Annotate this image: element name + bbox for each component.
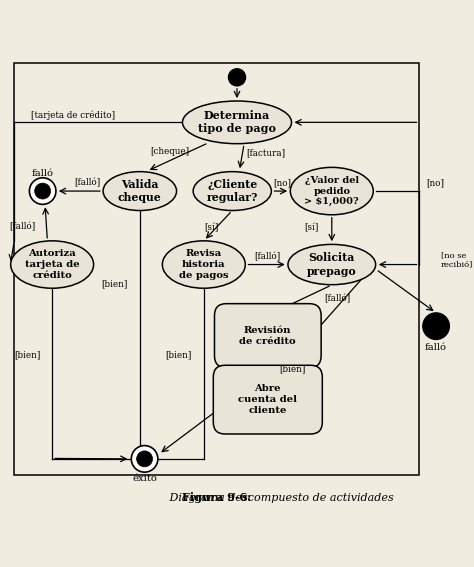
Text: [sí]: [sí] bbox=[304, 223, 319, 232]
Text: Autoriza
tarjeta de
crédito: Autoriza tarjeta de crédito bbox=[25, 249, 80, 280]
Ellipse shape bbox=[11, 241, 93, 288]
Text: [bien]: [bien] bbox=[101, 279, 128, 288]
Text: [bien]: [bien] bbox=[165, 350, 192, 359]
Text: falló: falló bbox=[32, 168, 54, 177]
Ellipse shape bbox=[162, 241, 246, 288]
Text: [falló]: [falló] bbox=[9, 222, 36, 231]
Circle shape bbox=[35, 183, 51, 199]
Text: [no]: [no] bbox=[273, 178, 291, 187]
Text: [no]: [no] bbox=[427, 178, 445, 187]
Text: ¿Cliente
regular?: ¿Cliente regular? bbox=[207, 179, 258, 203]
Text: Figura 9-6:: Figura 9-6: bbox=[182, 492, 252, 503]
Circle shape bbox=[228, 69, 246, 86]
Circle shape bbox=[137, 451, 153, 467]
Circle shape bbox=[29, 178, 56, 204]
Ellipse shape bbox=[290, 167, 373, 215]
Text: [sí]: [sí] bbox=[205, 223, 219, 232]
Text: [tarjeta de crédito]: [tarjeta de crédito] bbox=[31, 111, 116, 120]
Text: éxito: éxito bbox=[132, 474, 157, 483]
Ellipse shape bbox=[103, 172, 176, 210]
Text: [factura]: [factura] bbox=[246, 149, 285, 158]
Text: Abre
cuenta del
cliente: Abre cuenta del cliente bbox=[238, 384, 297, 415]
Text: Determina
tipo de pago: Determina tipo de pago bbox=[198, 110, 276, 134]
Text: ¿Valor del
pedido
> $1,000?: ¿Valor del pedido > $1,000? bbox=[304, 176, 359, 206]
Text: [falló]: [falló] bbox=[325, 294, 351, 304]
FancyBboxPatch shape bbox=[213, 365, 322, 434]
Text: falló: falló bbox=[425, 343, 447, 352]
Text: Solicita
prepago: Solicita prepago bbox=[307, 252, 356, 277]
Circle shape bbox=[131, 446, 158, 472]
Text: [bien]: [bien] bbox=[280, 365, 306, 373]
Text: Revisa
historia
de pagos: Revisa historia de pagos bbox=[179, 249, 228, 280]
Text: [no se
recibió]: [no se recibió] bbox=[441, 251, 473, 268]
Text: [falló]: [falló] bbox=[74, 178, 101, 187]
Text: Revisión
de crédito: Revisión de crédito bbox=[239, 326, 296, 345]
Text: [falló]: [falló] bbox=[255, 252, 281, 261]
Text: [cheque]: [cheque] bbox=[150, 147, 189, 156]
Text: Diagrama descompuesto de actividades: Diagrama descompuesto de actividades bbox=[166, 493, 393, 503]
Ellipse shape bbox=[288, 244, 375, 285]
Ellipse shape bbox=[182, 101, 292, 143]
Ellipse shape bbox=[193, 172, 271, 210]
Text: Valida
cheque: Valida cheque bbox=[118, 179, 162, 203]
Circle shape bbox=[423, 313, 449, 340]
FancyBboxPatch shape bbox=[214, 304, 321, 367]
Text: [bien]: [bien] bbox=[14, 350, 40, 359]
